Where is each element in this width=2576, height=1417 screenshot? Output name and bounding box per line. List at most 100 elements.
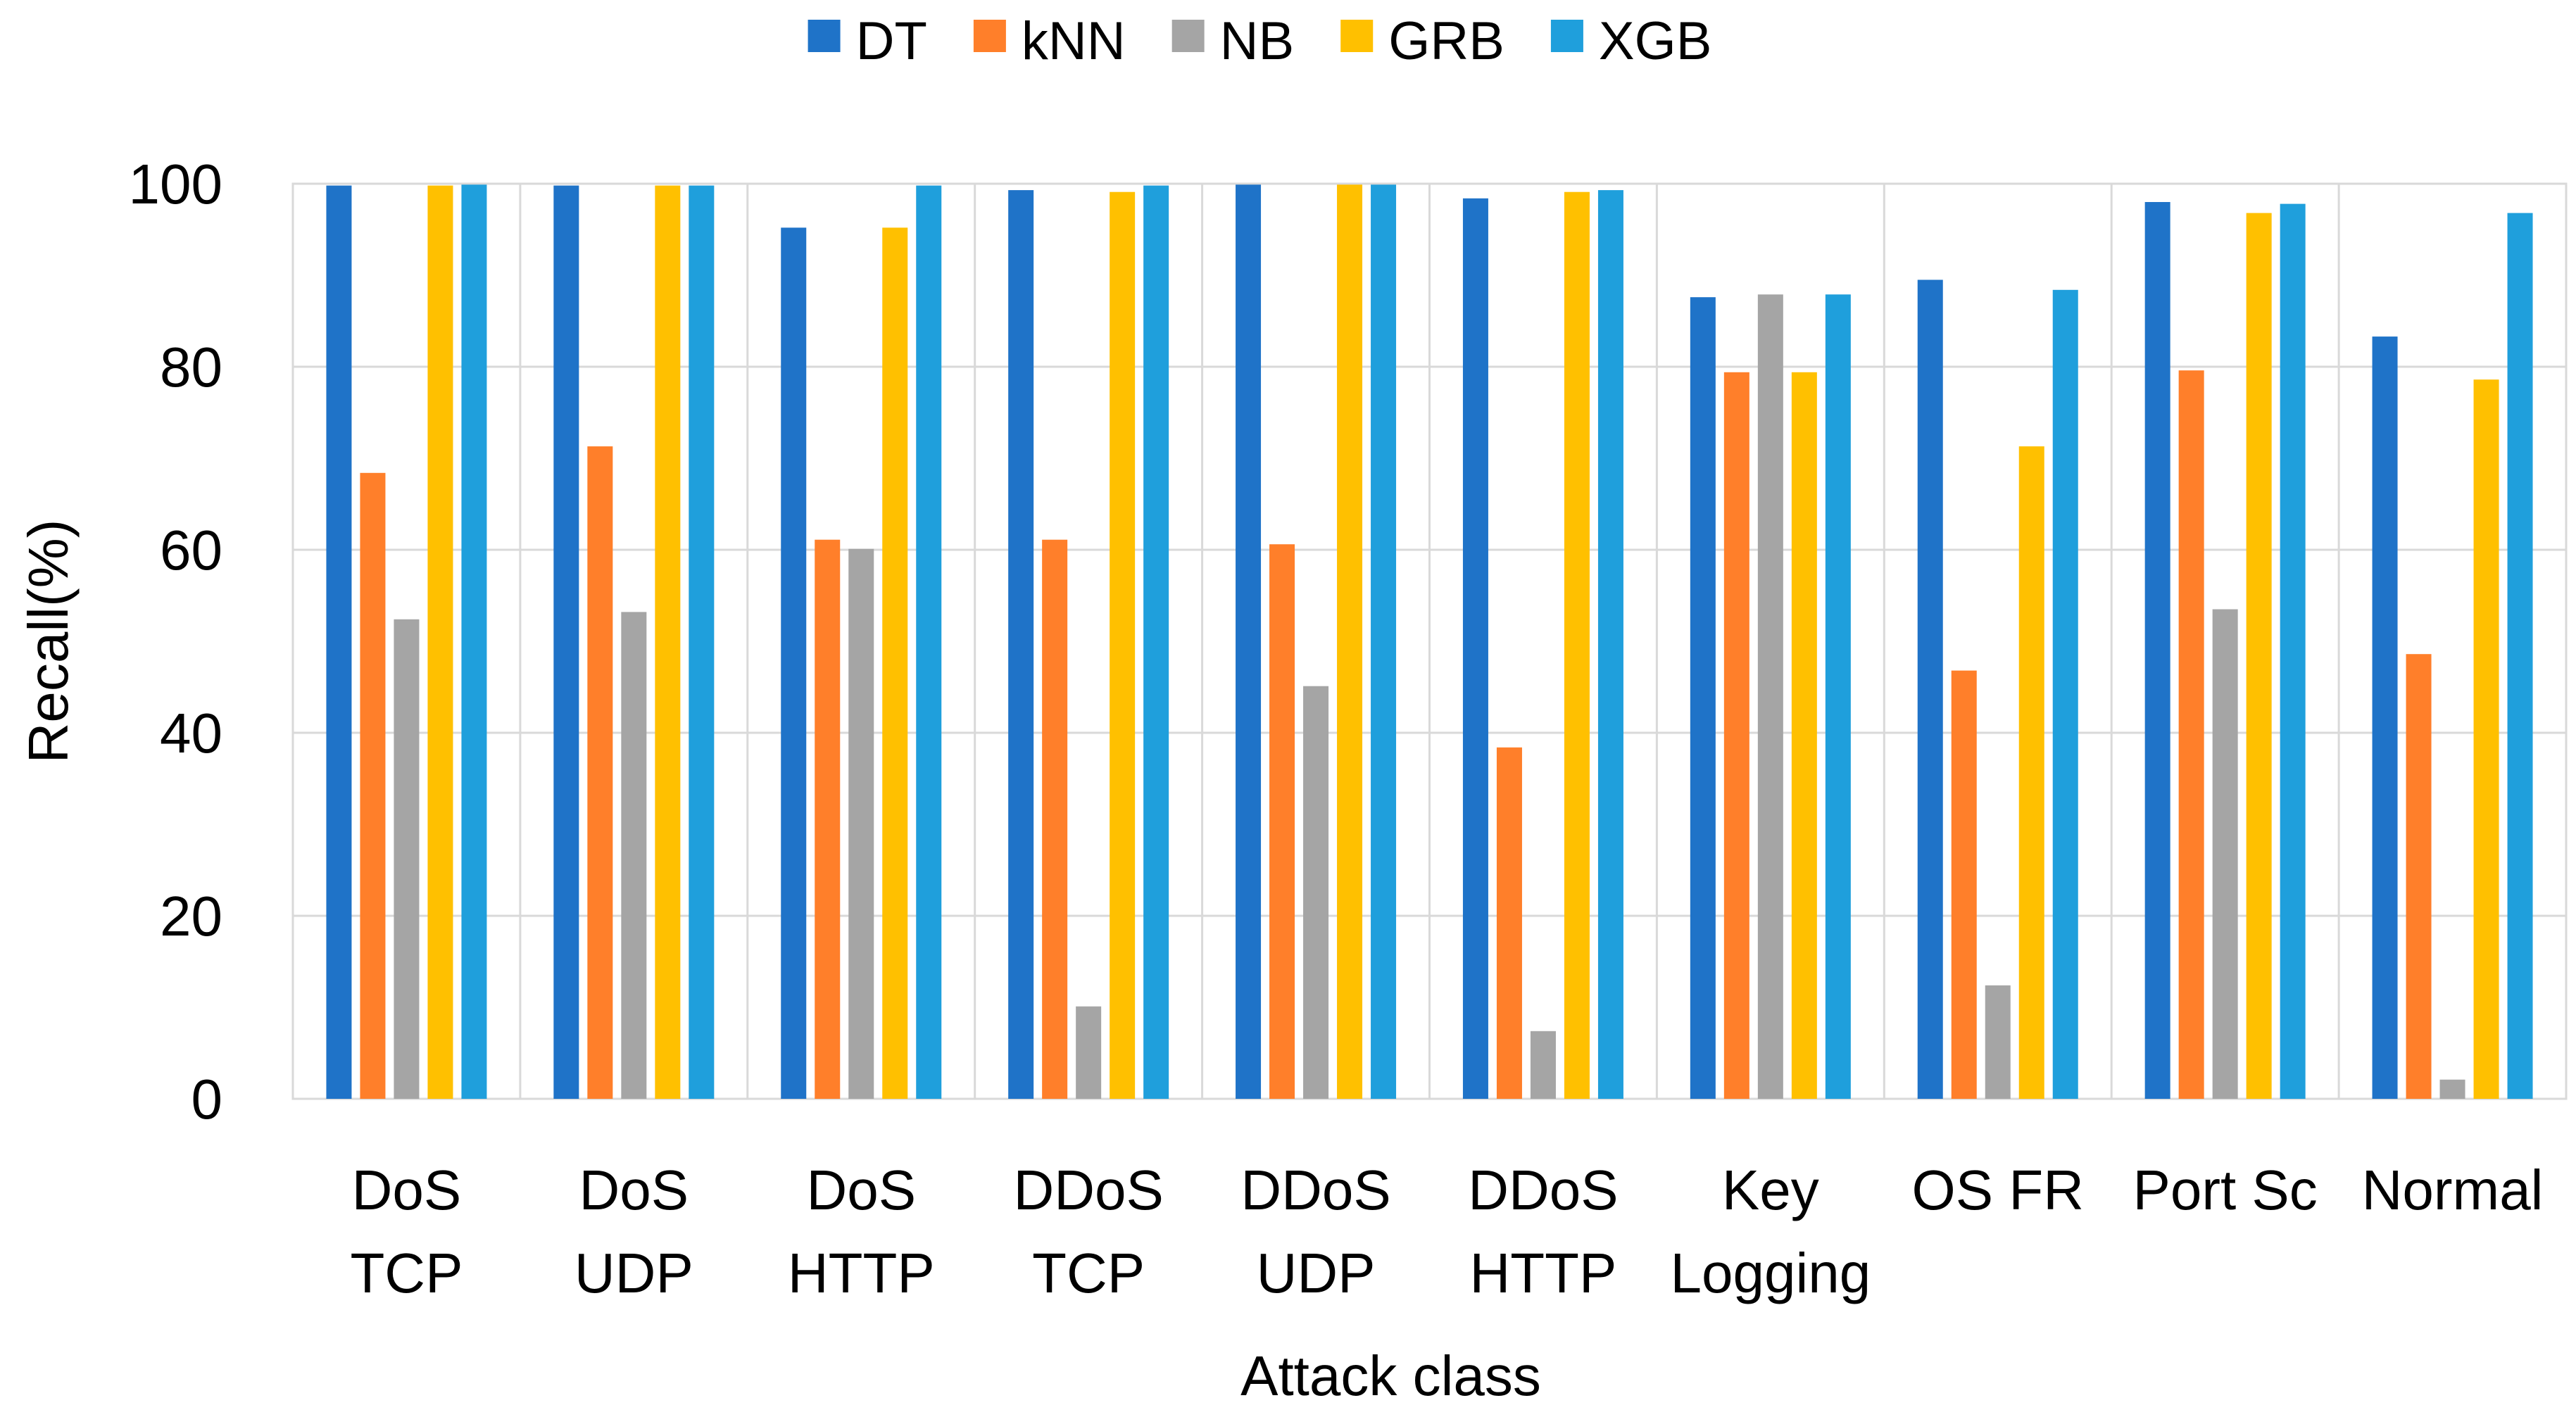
bar-dt-0 <box>326 185 352 1100</box>
x-category-label-line: DDoS <box>1468 1159 1618 1221</box>
y-tick-labels: 0 20 40 60 80 100 <box>129 153 222 1131</box>
bar-grb-1 <box>655 185 681 1100</box>
x-category-labels: DoS TCP DoS UDP DoS HTTP DDoS TCP DDoS UDP DDoS HTT… <box>350 1159 2543 1304</box>
bar-knn-3 <box>1042 539 1068 1099</box>
legend-label-xgb: XGB <box>1599 11 1712 71</box>
x-category-label: OS FR <box>1912 1159 2084 1221</box>
x-category-label-line: UDP <box>574 1242 693 1304</box>
bar-dt-5 <box>1462 198 1488 1099</box>
bar-dt-3 <box>1008 190 1034 1100</box>
x-category-label-line: Normal <box>2362 1159 2544 1221</box>
bar-grb-5 <box>1564 191 1590 1100</box>
y-tick-label: 20 <box>160 885 222 947</box>
x-category-label: DoS HTTP <box>788 1159 935 1304</box>
legend: DT kNN NB GRB XGB <box>808 11 1712 71</box>
legend-swatch-grb <box>1340 20 1374 52</box>
bar-xgb-5 <box>1597 190 1623 1100</box>
bar-xgb-0 <box>461 184 487 1099</box>
bar-nb-9 <box>2439 1079 2465 1099</box>
bar-grb-3 <box>1110 191 1136 1100</box>
bar-nb-0 <box>394 619 420 1099</box>
bar-dt-4 <box>1236 184 1262 1099</box>
bar-nb-6 <box>1757 294 1783 1099</box>
bar-nb-4 <box>1303 686 1329 1099</box>
bar-xgb-7 <box>2052 289 2078 1099</box>
x-category-label: Key Logging <box>1670 1159 1871 1304</box>
x-category-label: DDoS HTTP <box>1468 1159 1618 1304</box>
bar-knn-5 <box>1496 747 1522 1099</box>
bar-knn-0 <box>360 472 386 1099</box>
legend-swatch-xgb <box>1550 20 1583 52</box>
legend-swatch-nb <box>1171 20 1205 52</box>
bar-xgb-8 <box>2280 203 2306 1100</box>
x-category-label: DDoS TCP <box>1013 1159 1163 1304</box>
x-category-label-line: DoS <box>352 1159 462 1221</box>
x-axis-title: Attack class <box>1240 1344 1541 1407</box>
bar-knn-4 <box>1269 544 1295 1099</box>
x-category-label-line: HTTP <box>788 1242 935 1304</box>
x-category-label-line: TCP <box>1032 1242 1145 1304</box>
bar-grb-8 <box>2246 213 2272 1100</box>
bar-knn-2 <box>815 539 841 1099</box>
bar-nb-7 <box>1985 985 2011 1099</box>
y-tick-label: 80 <box>160 336 222 398</box>
bar-nb-5 <box>1530 1031 1556 1099</box>
bar-dt-8 <box>2144 202 2170 1099</box>
bar-xgb-6 <box>1825 294 1851 1099</box>
x-category-label-line: Key <box>1722 1159 1819 1221</box>
bar-xgb-9 <box>2507 213 2533 1100</box>
bar-grb-7 <box>2018 446 2044 1099</box>
x-category-label: DoS UDP <box>574 1159 693 1304</box>
bar-nb-1 <box>621 612 647 1099</box>
y-tick-label: 100 <box>129 153 222 215</box>
y-tick-label: 40 <box>160 702 222 764</box>
x-category-label-line: OS FR <box>1912 1159 2084 1221</box>
x-category-label: DDoS UDP <box>1240 1159 1390 1304</box>
bar-nb-3 <box>1076 1006 1102 1099</box>
bar-grb-0 <box>427 185 453 1100</box>
bar-grb-2 <box>882 227 908 1099</box>
y-tick-label: 60 <box>160 519 222 581</box>
x-category-label-line: DDoS <box>1013 1159 1163 1221</box>
bar-knn-6 <box>1723 372 1749 1099</box>
bar-dt-2 <box>781 227 807 1099</box>
bar-knn-1 <box>587 446 613 1099</box>
bar-xgb-1 <box>689 185 715 1100</box>
bar-xgb-4 <box>1371 184 1397 1099</box>
legend-swatch-knn <box>973 20 1006 52</box>
x-category-label: Normal <box>2362 1159 2544 1221</box>
x-category-label-line: DDoS <box>1240 1159 1390 1221</box>
x-category-label-line: DoS <box>806 1159 916 1221</box>
bar-nb-2 <box>848 548 874 1099</box>
bar-xgb-2 <box>916 185 942 1100</box>
bar-dt-1 <box>553 185 579 1100</box>
x-category-label-line: Logging <box>1670 1242 1871 1304</box>
bar-grb-6 <box>1791 372 1817 1099</box>
bar-knn-9 <box>2406 654 2432 1099</box>
x-category-label-line: Port Sc <box>2132 1159 2317 1221</box>
bars-group <box>326 184 2533 1100</box>
bar-nb-8 <box>2212 609 2238 1099</box>
bar-xgb-3 <box>1143 185 1169 1100</box>
legend-label-nb: NB <box>1220 11 1295 71</box>
x-category-label-line: TCP <box>350 1242 463 1304</box>
y-tick-label: 0 <box>191 1068 223 1131</box>
x-category-label-line: HTTP <box>1470 1242 1617 1304</box>
bar-dt-7 <box>1917 279 1943 1099</box>
bar-grb-4 <box>1337 184 1363 1099</box>
x-category-label-line: DoS <box>579 1159 689 1221</box>
bar-dt-6 <box>1690 297 1716 1100</box>
bar-knn-7 <box>1951 670 1977 1099</box>
y-axis-title: Recall(%) <box>17 519 80 764</box>
bar-grb-9 <box>2473 379 2499 1099</box>
legend-swatch-dt <box>808 20 841 52</box>
bar-dt-9 <box>2372 336 2398 1100</box>
legend-label-knn: kNN <box>1022 11 1126 71</box>
legend-label-dt: DT <box>856 11 927 71</box>
plot-area-border <box>291 182 2568 1100</box>
x-category-label: DoS TCP <box>350 1159 463 1304</box>
x-category-label: Port Sc <box>2132 1159 2317 1221</box>
legend-label-grb: GRB <box>1388 11 1504 71</box>
bar-knn-8 <box>2178 370 2204 1100</box>
